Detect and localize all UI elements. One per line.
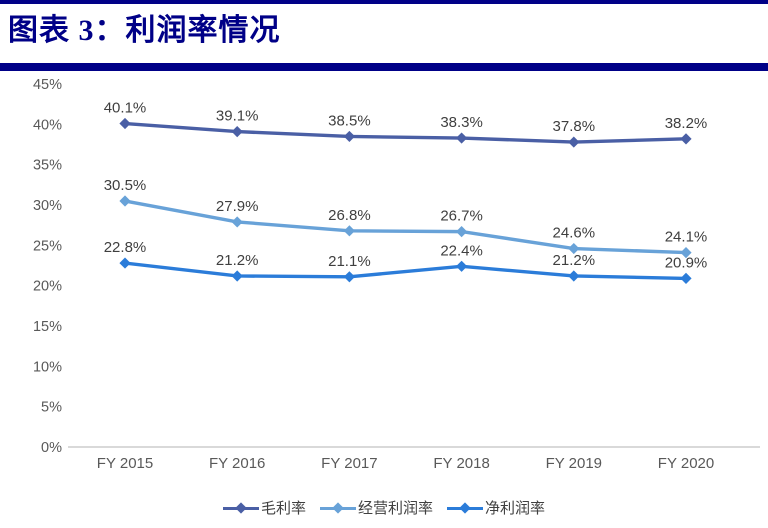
y-axis-tick-label: 40% [33,117,62,133]
x-axis-category-label: FY 2016 [209,455,265,472]
x-axis-category-label: FY 2018 [433,455,489,472]
legend-line-diamond-icon [222,501,259,514]
y-axis-tick-label: 45% [33,77,62,93]
figure-title: 图表 3：利润率情况 [8,14,281,47]
data-point-label: 27.9% [216,198,259,215]
y-axis-tick-label: 10% [33,359,62,375]
y-axis-tick-label: 15% [33,319,62,335]
legend-item: 经营利润率 [319,497,433,518]
data-point-marker [680,246,692,259]
data-point-label: 21.2% [553,252,596,269]
y-axis-tick-label: 35% [33,158,62,174]
data-point-marker [119,257,131,269]
data-point-label: 22.8% [104,239,147,256]
data-point-marker [680,133,692,145]
x-axis-category-label: FY 2017 [321,455,377,472]
data-point-label: 26.8% [328,207,371,224]
y-axis-tick-label: 25% [33,238,62,254]
data-point-label: 40.1% [104,100,147,117]
data-point-marker [343,225,355,237]
data-point-marker [119,195,131,207]
data-point-marker [343,130,355,143]
legend-label: 净利润率 [485,500,546,517]
data-point-label: 38.2% [665,115,708,132]
legend-label: 经营利润率 [357,500,433,517]
series-line [123,121,688,144]
y-axis-tick-label: 20% [33,279,62,295]
data-point-label: 39.1% [216,108,259,125]
x-axis-category-label: FY 2015 [97,455,153,472]
data-point-marker [568,136,580,148]
data-point-label: 22.4% [440,242,483,259]
data-point-label: 38.3% [440,114,483,131]
legend-line-diamond-icon [447,501,483,514]
data-point-marker [343,271,355,283]
legend-label: 毛利率 [260,500,306,517]
data-point-marker [231,270,243,282]
data-point-marker [231,216,243,228]
data-point-label: 20.9% [665,254,708,271]
x-axis-category-label: FY 2020 [658,455,714,472]
data-point-marker [231,125,243,138]
data-point-label: 21.1% [328,253,371,270]
data-point-label: 30.5% [104,177,147,194]
data-point-marker [456,226,468,238]
data-point-label: 24.1% [665,229,708,246]
legend-item: 净利润率 [447,497,545,518]
data-point-label: 38.5% [328,112,371,129]
y-axis-tick-label: 0% [41,440,62,456]
title-underline-rule [0,63,768,71]
legend-line-diamond-icon [319,501,356,514]
data-point-marker [568,242,580,255]
data-point-marker [456,132,468,144]
data-point-marker [680,272,692,285]
series-line [123,261,688,281]
series-line [123,199,688,255]
y-axis-tick-label: 30% [33,198,62,214]
data-point-label: 21.2% [216,252,259,269]
data-point-label: 24.6% [553,225,596,242]
data-point-label: 26.7% [440,208,483,225]
data-point-label: 37.8% [553,118,596,135]
top-accent-rule [0,0,768,4]
legend-item: 毛利率 [222,497,306,518]
y-axis-tick-label: 5% [41,400,62,416]
data-point-marker [456,260,468,272]
data-point-marker [568,270,580,282]
x-axis-category-label: FY 2019 [546,455,602,472]
data-point-marker [119,117,131,130]
chart-legend: 毛利率 经营利润率 净利润率 [0,497,768,518]
